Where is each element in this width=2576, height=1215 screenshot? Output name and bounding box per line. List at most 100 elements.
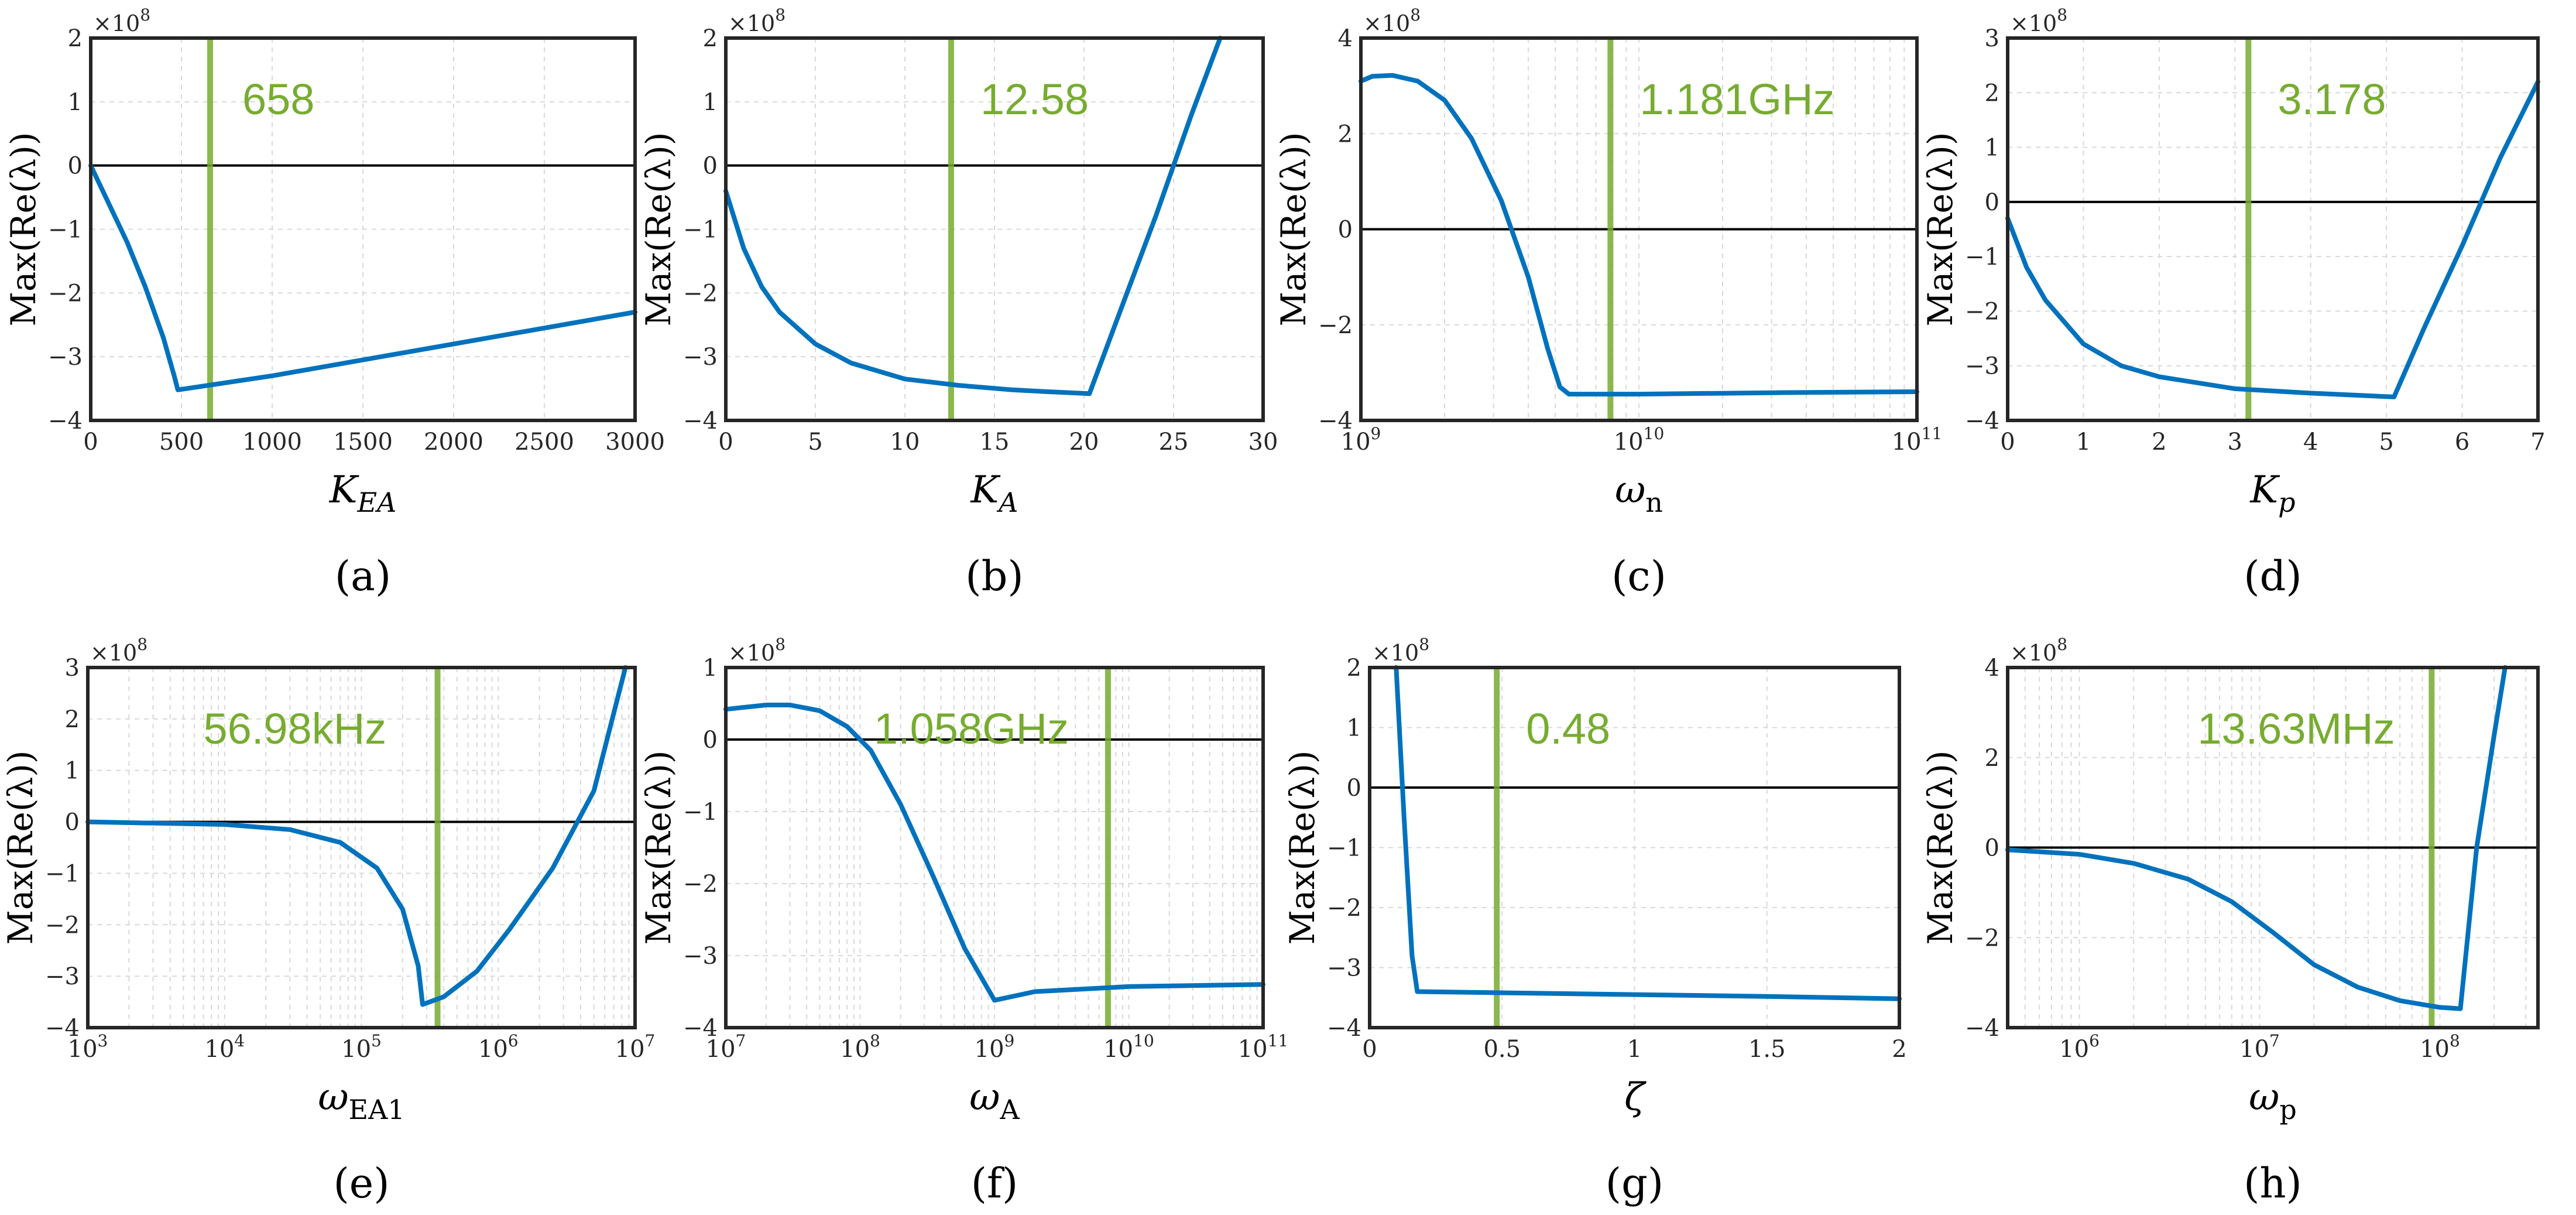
panel-caption: (h) [2244,1159,2302,1207]
y-tick-label: −3 [683,943,718,970]
x-tick-label: 15 [980,429,1010,456]
y-exponent-label: ×108 [728,635,786,666]
y-tick-label: −1 [1327,835,1361,862]
y-tick-label: 2 [703,25,718,52]
x-tick-label: 1 [1627,1036,1642,1063]
y-tick-label: 0 [1338,217,1353,244]
marker-value-label: 658 [242,75,314,124]
y-tick-label: −4 [683,408,718,434]
marker-value-label: 13.63MHz [2197,704,2395,753]
x-tick-label: 107 [2239,1031,2280,1063]
y-tick-label: 1 [65,758,80,785]
y-tick-label: −2 [1965,298,1999,325]
y-tick-label: 0 [1985,189,1999,216]
y-tick-label: 2 [1347,655,1361,682]
panel-1: −4 −3 −2 −1 0 1 2 0 500 1000 1500 2000 2500 3000 ×108 M… [4,5,665,600]
y-tick-label: −4 [683,1015,718,1042]
y-tick-label: −2 [1327,895,1361,922]
y-tick-label: 2 [68,25,83,52]
panel-3: −4 −2 0 2 4 109 1010 1011 ×108 Max(Re(λ)) ωn 1.181G… [1274,5,1942,600]
x-tick-label: 104 [204,1031,245,1063]
x-tick-label: 106 [478,1031,519,1063]
y-tick-label: −1 [48,217,83,244]
x-tick-label: 0 [2000,429,2015,456]
panel-5: −4 −3 −2 −1 0 1 2 3 103 104 105 106 107 ×108 Max(Re(λ)… [1,635,655,1207]
y-tick-label: 0 [1347,775,1361,802]
y-tick-label: −2 [1318,312,1353,339]
x-tick-label: 106 [2059,1031,2100,1063]
x-tick-label: 6 [2455,429,2469,456]
panel-caption: (c) [1611,552,1666,600]
x-axis-label: KEA [329,468,397,518]
y-exponent-label: ×108 [90,635,148,666]
x-tick-label: 107 [615,1031,656,1063]
x-axis-label: ωEA1 [318,1076,404,1125]
y-exponent-label: ×108 [1363,5,1421,36]
x-tick-label: 103 [68,1031,108,1063]
y-tick-label: −3 [48,344,83,371]
y-tick-label: −4 [48,408,83,434]
x-axis-label: KA [970,468,1018,518]
x-tick-label: 1010 [1103,1031,1154,1063]
series-line [1359,73,1919,397]
x-tick-label: 108 [2420,1031,2460,1063]
x-tick-label: 2000 [424,429,483,456]
y-tick-label: 0 [703,727,718,754]
y-axis-label: Max(Re(λ)) [639,132,678,327]
plot-frame [2006,36,2540,422]
y-tick-label: −4 [1327,1015,1361,1042]
x-axis-label: Kp [2249,468,2295,518]
y-tick-label: 4 [1338,25,1353,52]
x-tick-label: 0 [83,429,98,456]
y-tick-label: −2 [1965,925,1999,952]
y-tick-label: −1 [683,217,718,244]
y-tick-label: −2 [683,280,718,307]
y-tick-label: −1 [683,799,718,826]
x-tick-label: 1500 [333,429,393,456]
x-axis-label: ωn [1615,468,1663,518]
x-tick-label: 5 [2379,429,2393,456]
y-tick-label: 0 [703,153,718,180]
marker-value-label: 0.48 [1526,704,1610,753]
x-tick-label: 1010 [1614,424,1665,456]
series-line [85,665,628,1007]
x-tick-label: 10 [890,429,920,456]
x-tick-label: 500 [159,429,204,456]
y-axis-label: Max(Re(λ)) [1282,751,1322,945]
x-tick-label: 2500 [514,429,574,456]
x-axis-label: ωA [969,1076,1020,1125]
panel-caption: (a) [335,552,391,600]
y-tick-label: 4 [1985,655,1999,682]
y-axis-label: Max(Re(λ)) [1920,132,1960,327]
y-tick-label: 0 [68,153,83,180]
y-tick-label: −3 [1327,955,1361,982]
x-tick-label: 25 [1159,429,1189,456]
plot-frame [1359,36,1919,422]
plot-frame [1368,666,1901,1029]
x-tick-label: 4 [2303,429,2318,456]
marker-value-label: 12.58 [980,75,1089,124]
y-exponent-label: ×108 [93,5,150,36]
series-line [723,36,1223,396]
marker-value-label: 1.058GHz [874,704,1069,753]
x-tick-label: 0 [718,429,733,456]
y-tick-label: 2 [1338,121,1353,148]
panel-caption: (f) [971,1159,1018,1207]
x-tick-label: 3000 [605,429,665,456]
y-tick-label: 3 [65,655,80,682]
y-tick-label: −4 [45,1015,80,1042]
x-tick-label: 30 [1248,429,1278,456]
x-tick-label: 2 [2152,429,2166,456]
panel-4: −4 −3 −2 −1 0 1 2 3 0 1 2 3 4 5 6 7 ×108 Max(Re(λ)) Kp 3.17… [1920,5,2546,600]
x-axis-label: ωp [2249,1076,2297,1125]
x-tick-label: 5 [808,429,822,456]
y-tick-label: −4 [1965,1015,1999,1042]
y-axis-label: Max(Re(λ)) [1274,132,1313,327]
y-tick-label: −3 [45,963,80,990]
y-tick-label: 0 [1985,835,1999,862]
y-axis-label: Max(Re(λ)) [1,751,40,945]
x-tick-label: 1 [2076,429,2091,456]
x-axis-label: ζ [1624,1076,1647,1119]
x-tick-label: 1.5 [1748,1036,1786,1063]
